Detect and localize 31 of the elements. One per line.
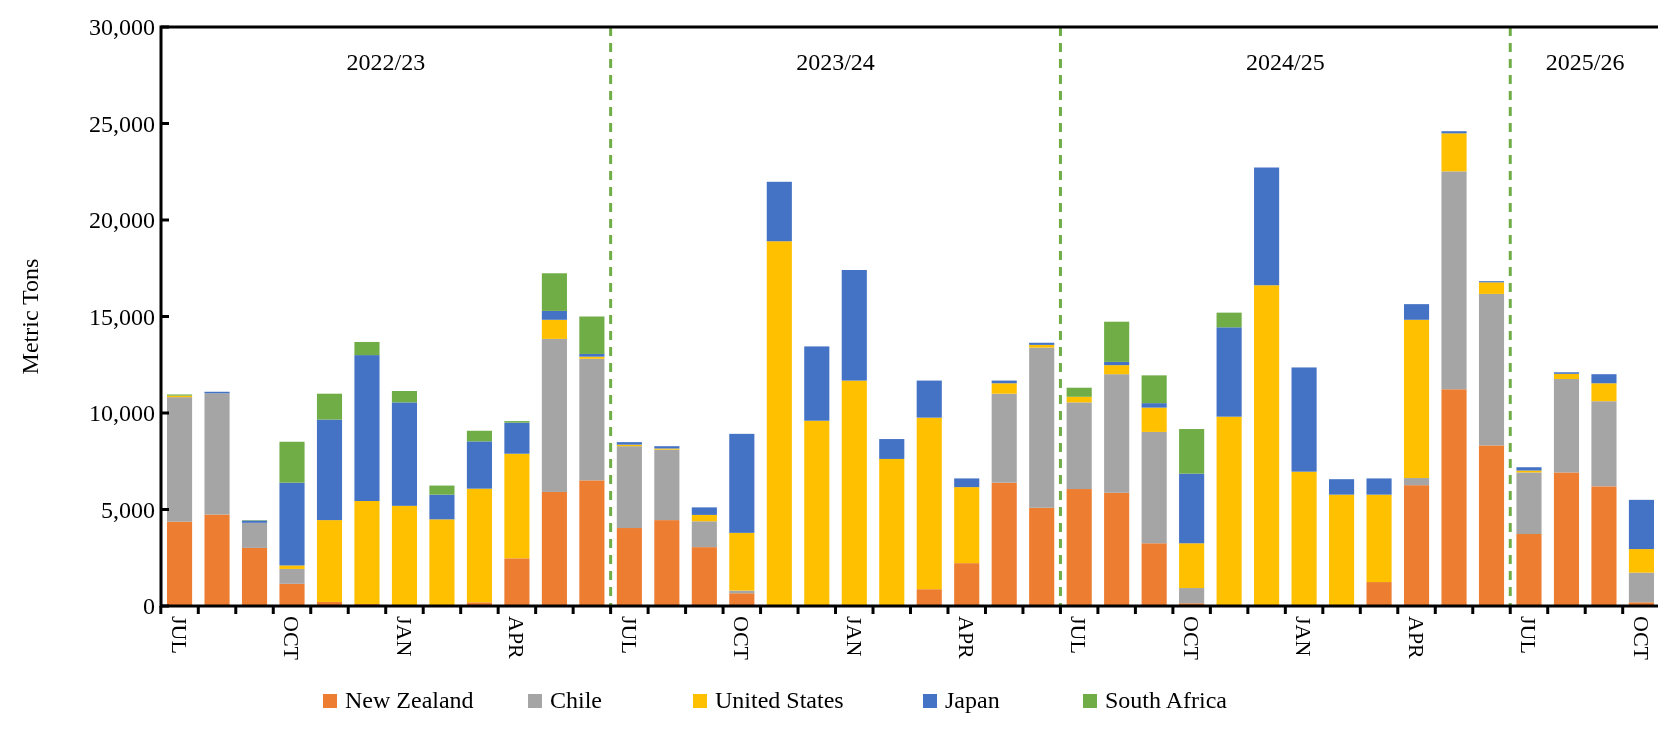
y-tick-label: 20,000 [89, 207, 155, 234]
y-tick-label: 30,000 [89, 14, 155, 41]
x-tick-label: OCT [1178, 616, 1204, 661]
x-tick-label: JUL [1066, 616, 1092, 654]
y-tick-label: 5,000 [101, 496, 155, 523]
x-tick-label: APR [1403, 616, 1429, 660]
y-tick-label: 0 [143, 593, 155, 620]
annotation: 2024/25 [1246, 49, 1325, 75]
x-tick-label: OCT [1628, 616, 1654, 661]
x-tick-label: JUL [1516, 616, 1542, 654]
annotation: 2022/23 [346, 49, 426, 75]
x-tick-label: JAN [841, 616, 867, 657]
x-tick-label: APR [954, 616, 980, 660]
y-axis-title: Metric Tons [17, 258, 43, 375]
y-tick-label: 25,000 [89, 110, 155, 137]
legend-label: New Zealand [345, 687, 474, 713]
legend-label: South Africa [1105, 687, 1228, 713]
x-tick-label: JUL [166, 616, 192, 654]
annotation: 2025/26 [1545, 49, 1625, 75]
y-tick-label: 15,000 [89, 303, 155, 330]
x-tick-label: OCT [279, 616, 305, 661]
legend-label: Chile [550, 687, 602, 713]
x-tick-label: OCT [729, 616, 755, 661]
annotation: 2023/24 [796, 49, 875, 75]
x-tick-label: JAN [1291, 616, 1317, 657]
x-tick-label: JUL [616, 616, 642, 654]
x-tick-label: JAN [391, 616, 417, 657]
legend-label: Japan [945, 687, 1000, 713]
y-tick-label: 10,000 [89, 400, 155, 427]
x-tick-label: APR [504, 616, 530, 660]
legend-label: United States [715, 687, 844, 713]
